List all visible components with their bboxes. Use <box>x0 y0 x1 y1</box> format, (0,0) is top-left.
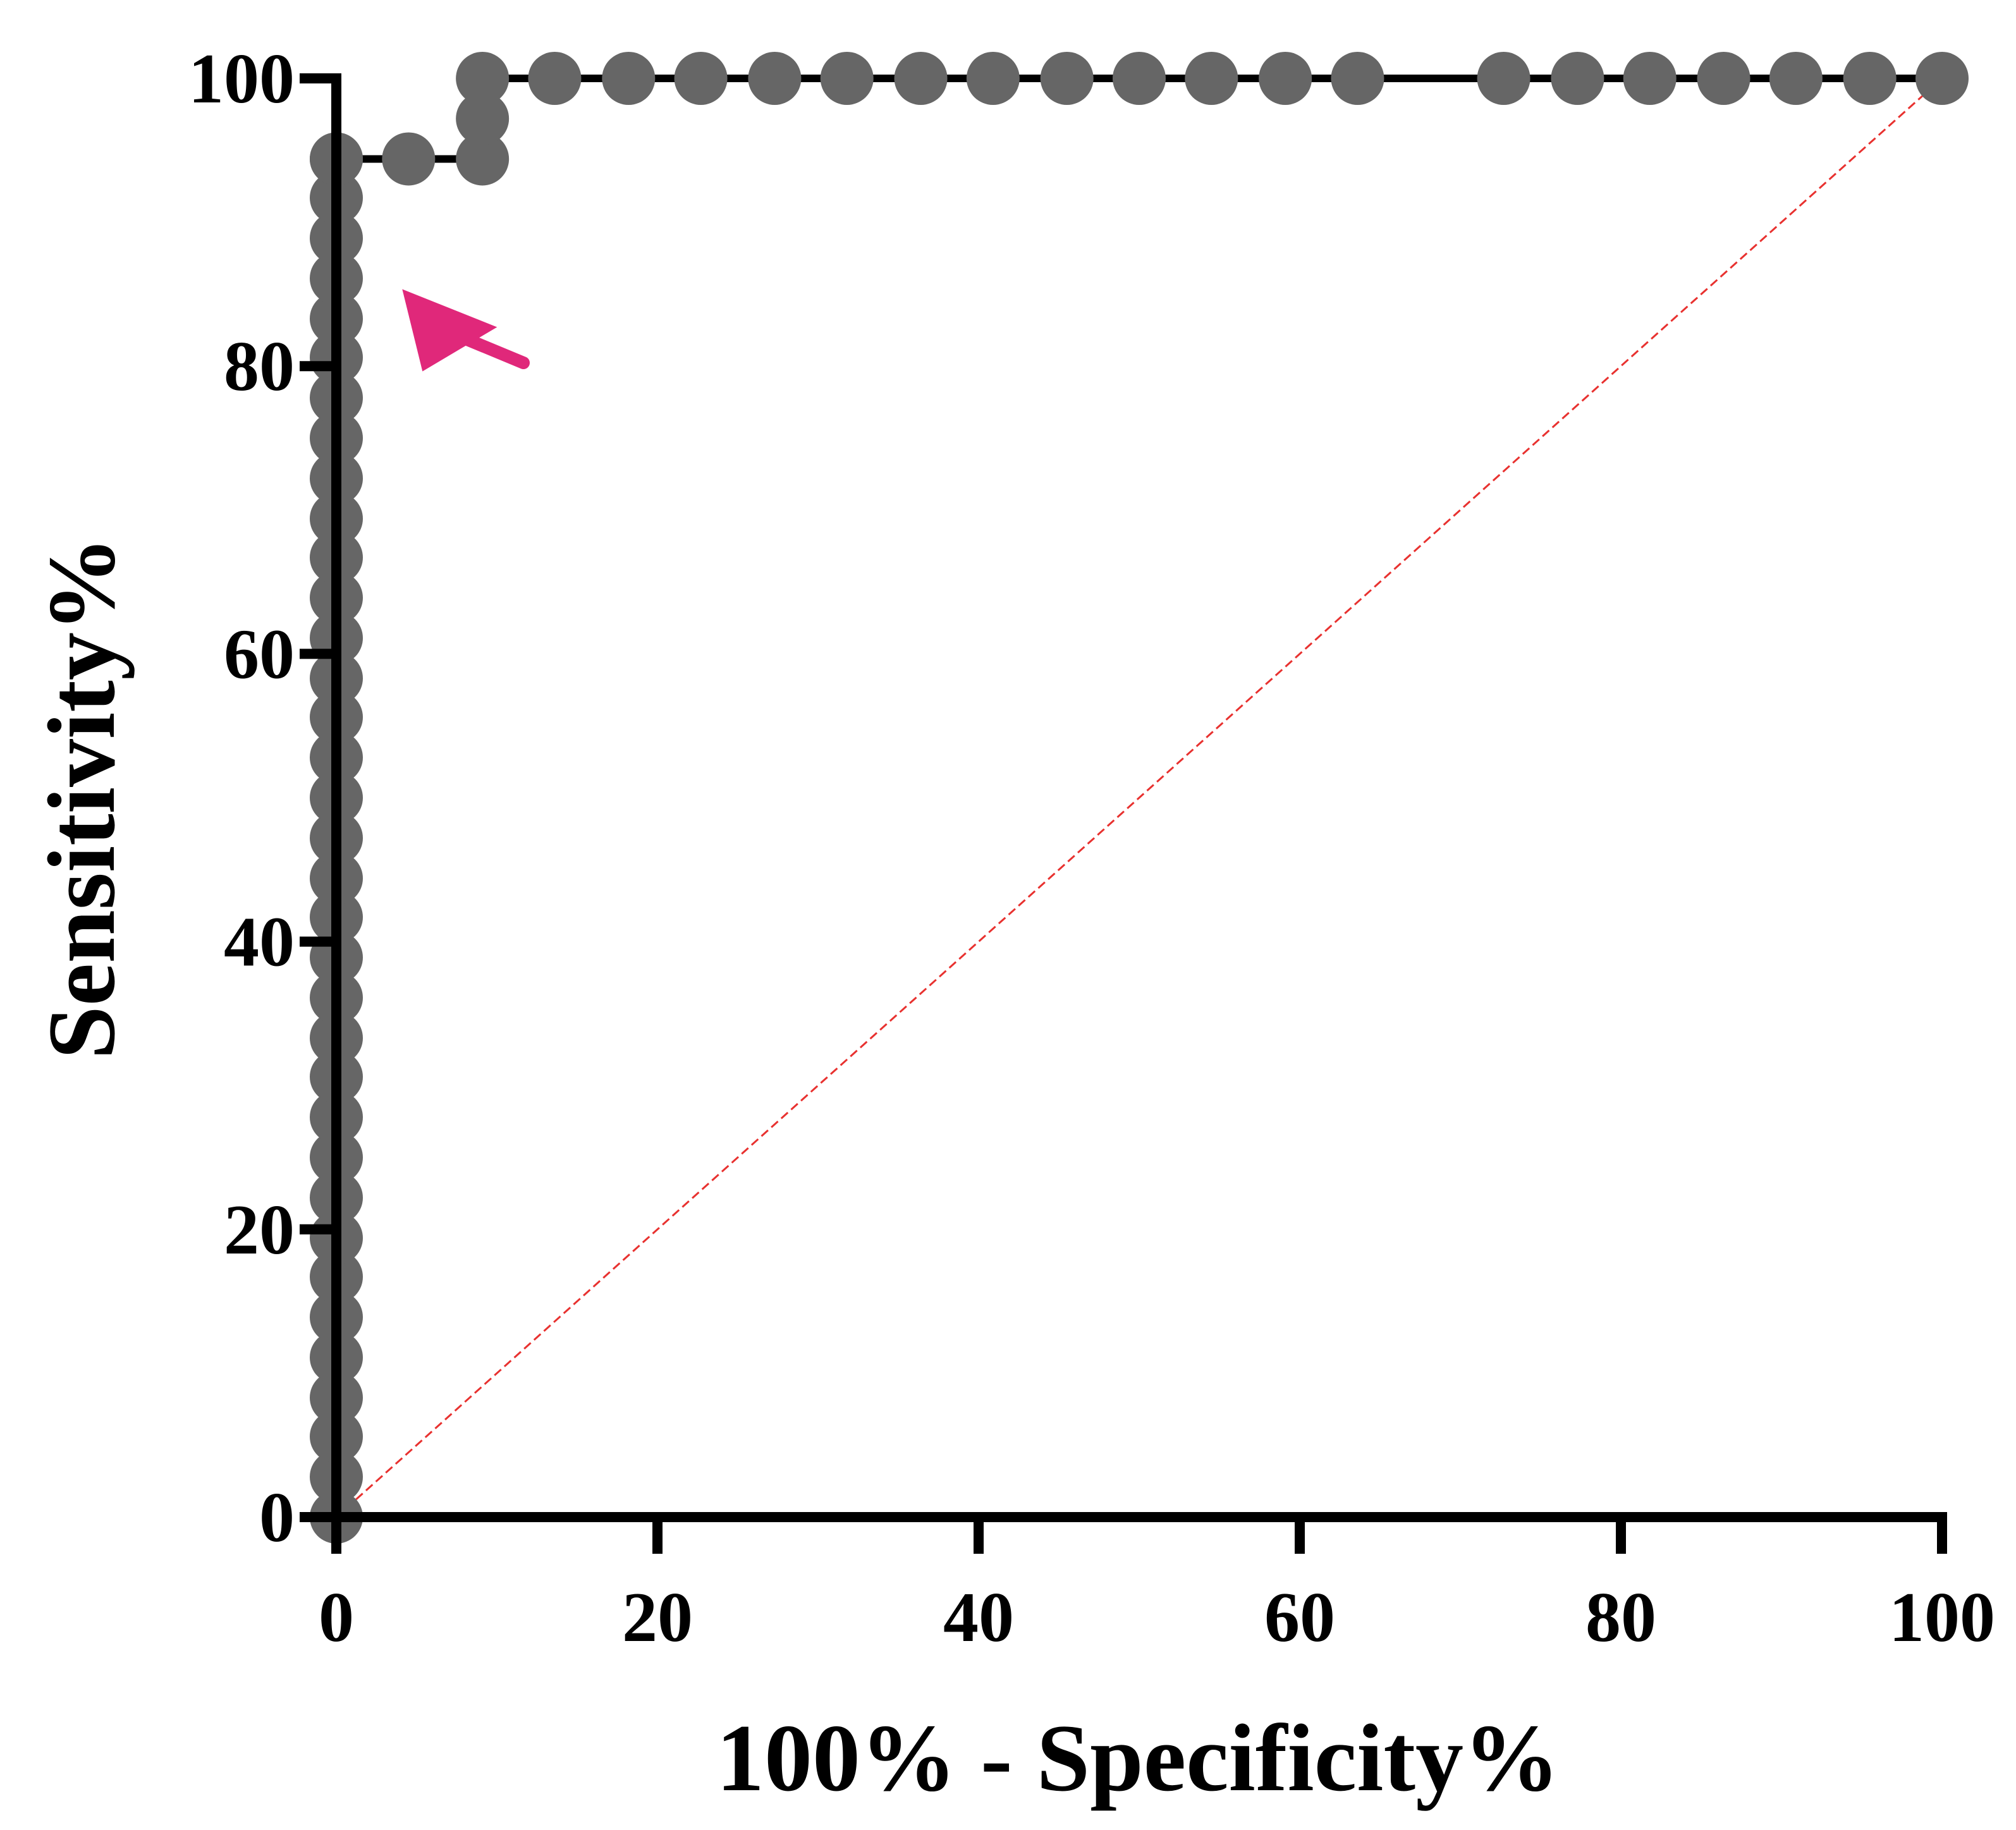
reference-diagonal-line <box>335 77 1943 1518</box>
x-tick-label: 20 <box>622 1578 693 1657</box>
roc-data-point <box>1331 52 1384 105</box>
annotation-layer <box>402 289 530 372</box>
annotation-arrow-head <box>402 289 498 372</box>
roc-data-point <box>1915 52 1969 105</box>
roc-data-point <box>1697 52 1750 105</box>
axes-layer <box>331 73 1947 1522</box>
roc-data-point <box>456 132 510 186</box>
roc-data-point <box>1477 52 1530 105</box>
roc-data-point <box>748 52 802 105</box>
roc-data-point <box>1843 52 1897 105</box>
roc-data-point <box>1769 52 1823 105</box>
roc-data-point <box>894 52 948 105</box>
x-tick-label: 100 <box>1889 1578 1995 1657</box>
roc-data-point <box>674 52 728 105</box>
y-tick-label: 80 <box>224 327 295 406</box>
y-tick-label: 20 <box>224 1191 295 1269</box>
roc-data-point <box>456 92 510 145</box>
x-tick-label: 80 <box>1585 1578 1656 1657</box>
roc-data-point <box>602 52 656 105</box>
roc-data-point <box>820 52 874 105</box>
roc-data-point <box>1040 52 1094 105</box>
x-tick-label: 60 <box>1264 1578 1335 1657</box>
roc-data-point <box>966 52 1020 105</box>
y-tick-label: 0 <box>259 1479 295 1557</box>
x-tick-label: 40 <box>943 1578 1014 1657</box>
y-tick-label: 40 <box>224 903 295 982</box>
roc-data-point <box>1113 52 1166 105</box>
x-tick-label: 0 <box>319 1578 354 1657</box>
reference-layer <box>335 77 1943 1518</box>
roc-data-point <box>1623 52 1677 105</box>
y-tick-label: 100 <box>188 40 295 118</box>
x-axis-title: 100% - Specificity% <box>716 1705 1560 1811</box>
roc-data-point <box>1185 52 1238 105</box>
roc-data-point <box>528 52 582 105</box>
roc-data-point <box>382 132 436 186</box>
roc-data-point <box>1259 52 1312 105</box>
roc-data-point <box>1551 52 1604 105</box>
y-axis-title: Sensitivity% <box>28 536 135 1059</box>
roc-data-point <box>456 52 510 105</box>
y-tick-label: 60 <box>224 615 295 693</box>
ticks-layer: 0 20 40 60 80 100 0 20 40 60 80 100 <box>188 40 1995 1657</box>
